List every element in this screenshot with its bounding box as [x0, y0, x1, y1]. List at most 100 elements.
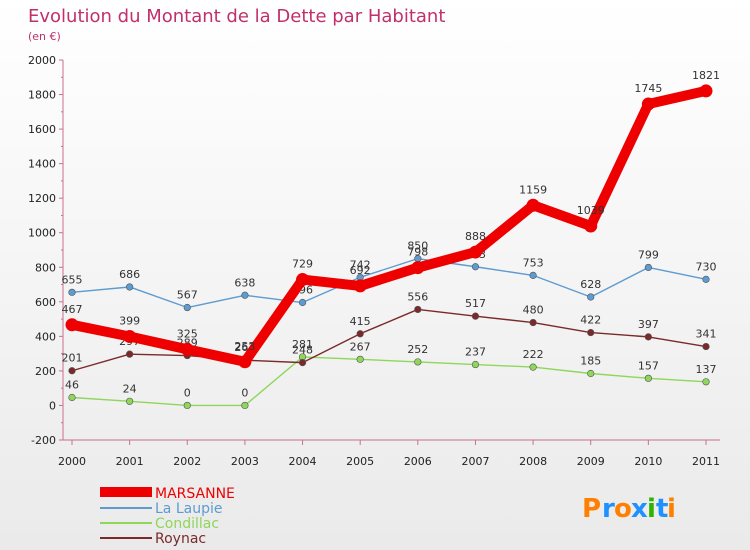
data-label-marsanne: 1821 [692, 69, 720, 82]
y-tick-label: 2000 [28, 54, 56, 67]
data-label-condillac: 157 [638, 359, 659, 372]
data-label-condillac: 137 [696, 363, 717, 376]
data-label-roynac: 201 [62, 352, 83, 365]
data-label-condillac: 267 [350, 340, 371, 353]
data-point-marsanne [526, 198, 540, 212]
x-tick-label: 2008 [519, 455, 547, 468]
data-label-la-laupie: 742 [350, 258, 371, 271]
data-point-la-laupie [644, 263, 652, 272]
data-label-la-laupie: 655 [62, 273, 83, 286]
data-label-marsanne: 888 [465, 230, 486, 243]
data-point-la-laupie [241, 291, 249, 299]
y-tick-group: -200 0 200 400 600 800 1000 1200 1400 1600 1800 200… [28, 54, 63, 447]
data-point-marsanne [584, 219, 598, 233]
y-tick-label: 600 [35, 296, 56, 309]
x-tick-label: 2000 [58, 455, 86, 468]
data-point-marsanne [699, 84, 713, 98]
y-tick-label: 800 [35, 261, 56, 274]
data-label-marsanne: 399 [119, 315, 140, 328]
logo-letter: t [656, 494, 668, 524]
data-label-marsanne: 729 [292, 258, 313, 271]
data-point-marsanne [123, 330, 137, 344]
data-point-marsanne [641, 97, 655, 111]
data-point-marsanne [353, 279, 367, 293]
series-line-roynac [71, 308, 707, 372]
data-label-condillac: 24 [123, 382, 137, 395]
data-label-condillac: 252 [407, 343, 428, 356]
data-point-roynac [414, 305, 422, 314]
legend-label-condillac: Condillac [155, 516, 219, 532]
x-tick-label: 2003 [231, 455, 259, 468]
data-point-la-laupie [529, 271, 537, 279]
legend-label-roynac: Roynac [155, 531, 206, 547]
data-label-la-laupie: 730 [696, 260, 717, 273]
data-label-roynac: 422 [580, 314, 601, 327]
legend-label-marsanne: MARSANNE [155, 486, 235, 502]
data-label-roynac: 556 [407, 290, 428, 303]
data-point-condillac [702, 378, 710, 386]
data-label-condillac: 185 [580, 355, 601, 368]
data-point-la-laupie [298, 298, 307, 307]
data-label-marsanne: 325 [177, 327, 198, 340]
data-point-roynac [126, 350, 134, 358]
data-point-condillac [126, 397, 134, 405]
data-label-roynac: 480 [523, 304, 544, 317]
data-label-la-laupie: 753 [523, 256, 544, 269]
x-tick-group: 2000 2001 2002 2003 2004 2005 2006 2007 2008 2009… [58, 440, 720, 468]
logo-letter: r [602, 494, 615, 524]
data-point-condillac [529, 363, 537, 371]
data-point-roynac [644, 333, 652, 341]
legend-label-la-laupie: La Laupie [155, 501, 222, 517]
data-label-marsanne: 798 [407, 246, 428, 259]
data-label-la-laupie: 638 [234, 276, 255, 289]
y-tick-label: -200 [31, 434, 56, 447]
data-label-condillac: 281 [292, 338, 313, 351]
data-label-marsanne: 253 [234, 340, 255, 353]
chart-title: Evolution du Montant de la Dette par Hab… [28, 6, 445, 27]
legend-swatch-marsanne [100, 487, 152, 497]
data-label-marsanne: 1159 [519, 183, 547, 196]
data-point-la-laupie [183, 303, 191, 312]
y-tick-label: 0 [49, 399, 56, 412]
data-label-la-laupie: 686 [119, 268, 140, 281]
data-label-roynac: 517 [465, 297, 486, 310]
data-label-condillac: 222 [523, 348, 544, 361]
x-tick-label: 2005 [346, 455, 374, 468]
logo-letter: i [667, 494, 676, 524]
data-point-marsanne [65, 318, 79, 332]
data-point-marsanne [411, 261, 425, 275]
data-label-roynac: 397 [638, 318, 659, 331]
x-tick-label: 2004 [289, 455, 317, 468]
series-line-la-laupie [71, 257, 707, 309]
x-tick-label: 2009 [577, 455, 605, 468]
data-label-roynac: 248 [292, 344, 313, 357]
y-tick-label: 1800 [28, 89, 56, 102]
data-point-condillac [587, 369, 595, 378]
x-tick-label: 2002 [173, 455, 201, 468]
y-tick-label: 400 [35, 330, 56, 343]
data-point-la-laupie [471, 263, 480, 271]
logo-letter: o [614, 494, 632, 524]
data-point-condillac [241, 401, 249, 410]
y-tick-label: 1000 [28, 227, 56, 240]
series-line-marsanne [67, 85, 711, 367]
data-point-condillac [644, 374, 652, 382]
x-tick-label: 2007 [461, 455, 489, 468]
logo-letter: i [647, 494, 656, 524]
series-line-condillac [71, 356, 707, 407]
y-tick-label: 200 [35, 365, 56, 378]
data-point-condillac [471, 360, 480, 369]
data-point-la-laupie [702, 275, 710, 283]
data-point-roynac [356, 330, 364, 338]
y-tick-label: 1600 [28, 123, 56, 136]
data-point-roynac [471, 312, 480, 320]
data-label-la-laupie: 850 [407, 240, 428, 253]
data-point-roynac [298, 359, 307, 367]
x-tick-label: 2006 [404, 455, 432, 468]
data-point-roynac [702, 342, 710, 351]
x-tick-label: 2011 [692, 455, 720, 468]
data-point-condillac [356, 355, 364, 363]
data-label-marsanne: 467 [62, 303, 83, 316]
